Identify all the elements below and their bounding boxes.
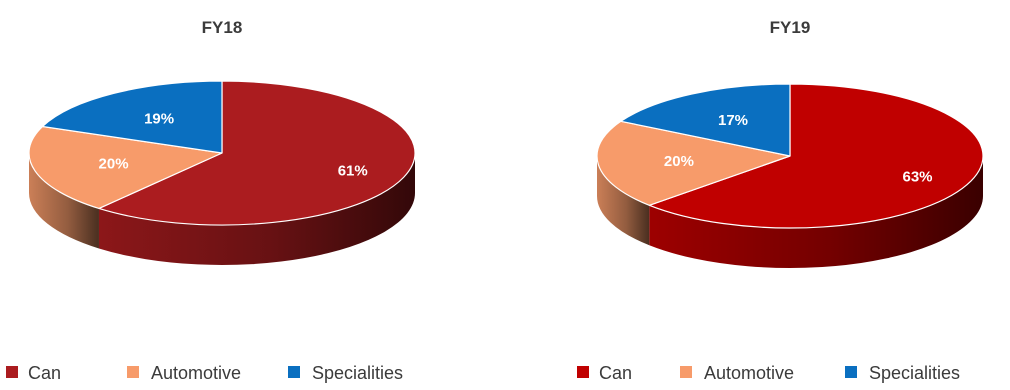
slice-label-automotive-fy18: 20% — [99, 155, 129, 172]
legend-label-can-fy18: Can — [28, 363, 61, 383]
pie-fy18: 61% 20% 19% — [28, 80, 416, 265]
pie-chart-fy18: FY18 61% 20% 19% Can Automotive Specialities — [6, 18, 416, 383]
slice-label-specialities-fy19: 17% — [718, 112, 748, 129]
side-wall-automotive-fy18 — [29, 153, 99, 249]
slice-label-can-fy18: 61% — [338, 163, 368, 180]
side-wall-can-fy19 — [649, 156, 983, 268]
slice-automotive-fy18 — [28, 125, 223, 210]
legend-label-automotive-fy19: Automotive — [704, 363, 794, 383]
legend-label-automotive-fy18: Automotive — [151, 363, 241, 383]
slice-label-automotive-fy19: 20% — [664, 153, 694, 170]
legend-swatch-specialities-fy18 — [288, 366, 300, 378]
chart-title-fy18: FY18 — [202, 18, 243, 37]
legend-fy19: Can Automotive Specialities — [577, 363, 960, 383]
side-wall-can-fy18 — [98, 153, 415, 265]
slice-label-specialities-fy18: 19% — [144, 110, 174, 127]
legend-swatch-can-fy18 — [6, 366, 18, 378]
pie-fy19: 63% 20% 17% — [596, 83, 984, 268]
legend-label-can-fy19: Can — [599, 363, 632, 383]
legend-label-specialities-fy18: Specialities — [312, 363, 403, 383]
slice-automotive-fy19 — [596, 120, 791, 206]
pie-chart-fy19: FY19 63% 20% 17% Can Automotive Specialities — [577, 18, 984, 383]
legend-label-specialities-fy19: Specialities — [869, 363, 960, 383]
legend-swatch-specialities-fy19 — [845, 366, 857, 378]
slice-can-fy18 — [98, 80, 416, 226]
chart-title-fy19: FY19 — [770, 18, 811, 37]
legend-fy18: Can Automotive Specialities — [6, 363, 403, 383]
legend-swatch-automotive-fy18 — [127, 366, 139, 378]
slice-can-fy19 — [648, 83, 984, 229]
legend-swatch-can-fy19 — [577, 366, 589, 378]
slice-label-can-fy19: 63% — [903, 169, 933, 186]
slice-specialities-fy18 — [41, 80, 223, 154]
slice-specialities-fy19 — [620, 83, 791, 157]
legend-swatch-automotive-fy19 — [680, 366, 692, 378]
side-wall-automotive-fy19 — [597, 156, 650, 246]
